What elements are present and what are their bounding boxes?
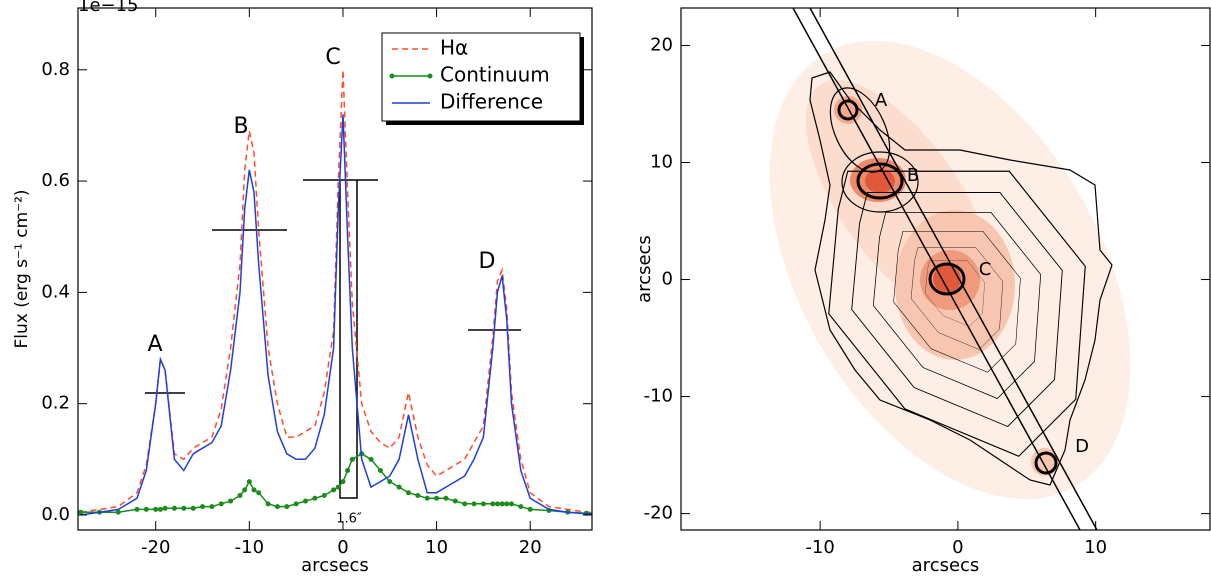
series-marker — [274, 504, 280, 510]
series-marker — [340, 479, 346, 485]
series-marker — [265, 501, 271, 507]
x-tick-label: 0 — [337, 537, 348, 558]
annotation: B — [233, 114, 248, 139]
series-marker — [504, 501, 510, 507]
legend-swatch — [427, 73, 433, 79]
annotation: A — [875, 90, 888, 111]
series-marker — [443, 495, 449, 501]
y-tick-label: 10 — [650, 151, 673, 172]
y-tick-label: 0.0 — [41, 504, 70, 525]
y-tick-label: 0.8 — [41, 59, 70, 80]
series-marker — [396, 484, 402, 490]
y-axis-label: Flux (erg s⁻¹ cm⁻²) — [12, 189, 32, 348]
series-marker — [405, 490, 411, 496]
series-marker — [527, 506, 533, 512]
x-axis-label: arcsecs — [912, 555, 980, 576]
series-marker — [246, 479, 252, 485]
series-marker — [251, 487, 257, 493]
series-marker — [345, 467, 351, 473]
series-marker — [190, 505, 196, 511]
legend-box — [381, 32, 581, 122]
y-tick-label: 0.6 — [41, 170, 70, 191]
series-marker — [284, 504, 290, 510]
x-tick-label: 10 — [1084, 537, 1107, 558]
series-marker — [293, 501, 299, 507]
annotation: D — [479, 249, 496, 274]
series-marker — [462, 501, 468, 507]
series-marker — [415, 492, 421, 498]
series-marker — [134, 506, 140, 512]
series-marker — [434, 495, 440, 501]
y-tick-label: 20 — [650, 34, 673, 55]
series-marker — [171, 505, 177, 511]
series-marker — [209, 504, 215, 510]
annotation: B — [907, 165, 919, 186]
series-marker — [218, 501, 224, 507]
series-marker — [143, 506, 149, 512]
annotation: D — [1075, 436, 1089, 457]
series-marker — [452, 498, 458, 504]
series-line — [80, 114, 592, 516]
series-marker — [228, 498, 234, 504]
series-marker — [494, 501, 500, 507]
series-marker — [593, 511, 598, 516]
annotation: C — [325, 45, 340, 70]
series-marker — [312, 495, 318, 501]
legend-label: Hα — [440, 36, 468, 60]
series-marker — [424, 495, 430, 501]
series-marker — [321, 492, 327, 498]
y-tick-label: 0.4 — [41, 281, 70, 302]
series-line — [80, 452, 592, 515]
annotation: A — [147, 332, 162, 357]
series-marker — [508, 501, 514, 507]
legend-label: Continuum — [440, 63, 550, 87]
legend-swatch — [389, 73, 395, 79]
annotation: C — [979, 259, 992, 280]
fwhm-markers — [145, 179, 521, 499]
x-tick-label: -10 — [805, 537, 834, 558]
series-marker — [518, 504, 524, 510]
axes-frame — [77, 7, 593, 531]
series-marker — [471, 501, 477, 507]
series-marker — [331, 487, 337, 493]
series-marker — [490, 501, 496, 507]
series-marker — [499, 501, 505, 507]
legend-label: Difference — [440, 90, 543, 114]
x-tick-label: 20 — [519, 537, 542, 558]
series-marker — [387, 479, 393, 485]
series-marker — [237, 492, 243, 498]
y-tick-label: 0 — [662, 269, 673, 290]
y-axis-label: arcsecs — [634, 235, 655, 303]
y-tick-label: 0.2 — [41, 393, 70, 414]
series-marker — [480, 501, 486, 507]
x-tick-label: -20 — [141, 537, 170, 558]
series-marker — [115, 509, 121, 515]
series-marker — [181, 505, 187, 511]
flux-map — [769, 8, 1131, 530]
series-line — [80, 69, 592, 513]
x-tick-label: 0 — [952, 537, 963, 558]
series-marker — [153, 506, 159, 512]
series-marker — [78, 509, 84, 515]
series-marker — [377, 467, 383, 473]
series-marker — [162, 505, 168, 511]
x-tick-label: -10 — [235, 537, 264, 558]
series-marker — [256, 490, 262, 496]
x-axis-label: arcsecs — [301, 555, 369, 576]
series-marker — [349, 456, 355, 462]
series-marker — [157, 506, 163, 512]
y-tick-label: -10 — [644, 386, 673, 407]
series-marker — [242, 487, 248, 493]
series-marker — [335, 484, 341, 490]
x-tick-label: 10 — [425, 537, 448, 558]
series-marker — [200, 504, 206, 510]
series-marker — [368, 456, 374, 462]
annotation: 1.6″ — [336, 512, 362, 527]
plot-area — [78, 69, 598, 516]
y-tick-label: -20 — [644, 503, 673, 524]
series-marker — [303, 498, 309, 504]
axes-frame — [680, 7, 1211, 531]
